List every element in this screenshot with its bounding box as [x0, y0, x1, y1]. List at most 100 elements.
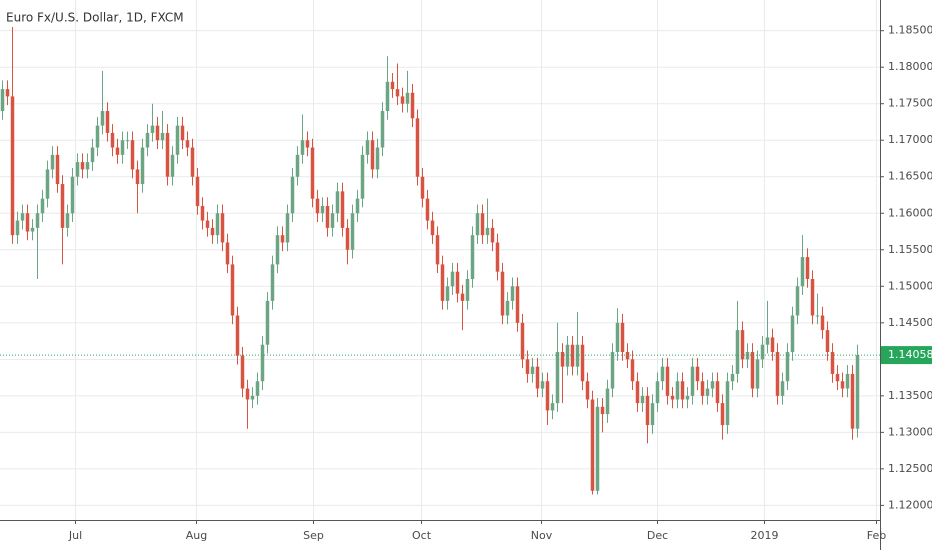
candle-body [125, 140, 130, 142]
candle-body [190, 147, 195, 177]
candle-body [560, 352, 565, 367]
candle-body [820, 315, 825, 331]
y-tick-label: 1.15000 [888, 279, 932, 292]
candle-body [790, 315, 795, 353]
candle-body [470, 235, 475, 279]
x-tick-label: Nov [531, 529, 553, 542]
candle-body [635, 381, 640, 404]
candle-body [300, 140, 305, 155]
candle-body [780, 381, 785, 396]
candle-body [460, 293, 465, 301]
candle-body [35, 213, 40, 228]
candle-body [425, 198, 430, 221]
candle-body [115, 147, 120, 155]
candle-body [675, 381, 680, 400]
y-tick-label: 1.15500 [888, 243, 932, 256]
candle-body [275, 235, 280, 265]
candle-body [95, 125, 100, 148]
candle-body [70, 176, 75, 214]
candle-body [285, 213, 290, 243]
y-tick-label: 1.14500 [888, 316, 932, 329]
candle-body [785, 352, 790, 382]
candle-body [740, 330, 745, 360]
candle-body [655, 381, 660, 404]
candle-body [705, 388, 710, 396]
chart-title: Euro Fx/U.S. Dollar, 1D, FXCM [6, 11, 184, 25]
candle-body [480, 213, 485, 236]
candle-body [385, 81, 390, 112]
candle-body [155, 125, 160, 141]
candle-body [205, 220, 210, 228]
y-tick-label: 1.17500 [888, 97, 932, 110]
candle-body [435, 235, 440, 265]
candle-body [50, 154, 55, 170]
candle-body [715, 381, 720, 404]
candle-body [310, 147, 315, 199]
candle-body [350, 213, 355, 250]
candle-body [670, 395, 675, 400]
candle-body [370, 140, 375, 170]
candle-body [355, 198, 360, 214]
candle-body [430, 220, 435, 236]
candle-body [585, 381, 590, 400]
candle-body [195, 176, 200, 206]
candle-body [55, 154, 60, 185]
candle-body [540, 381, 545, 389]
candle-body [830, 352, 835, 374]
candle-body [170, 154, 175, 177]
candle-body [185, 140, 190, 148]
candle-body [280, 235, 285, 243]
candle-body [340, 191, 345, 228]
x-tick-label: Oct [412, 529, 432, 542]
candles [0, 27, 880, 495]
y-tick-label: 1.13500 [888, 389, 932, 402]
candle-body [555, 352, 560, 404]
candle-body [30, 227, 35, 232]
candle-body [725, 381, 730, 426]
candle-body [135, 169, 140, 185]
candle-body [405, 92, 410, 104]
candle-body [845, 373, 850, 389]
y-tick-label: 1.18500 [888, 24, 932, 37]
candle-body [230, 264, 235, 316]
candle-body [265, 300, 270, 345]
candle-body [615, 322, 620, 353]
candle-body [565, 344, 570, 367]
candle-body [440, 264, 445, 301]
candle-body [640, 395, 645, 404]
candle-body [695, 366, 700, 382]
candle-body [220, 213, 225, 243]
candle-body [150, 125, 155, 133]
y-tick-label: 1.16000 [888, 206, 932, 219]
candle-body [315, 198, 320, 214]
candle-body [600, 406, 605, 415]
candle-body [630, 359, 635, 382]
candle-body [60, 184, 65, 228]
candle-body [665, 366, 670, 396]
candle-body [10, 96, 15, 236]
candle-body [335, 191, 340, 214]
candle-body [500, 271, 505, 316]
candle-body [200, 205, 205, 221]
candle-body [650, 403, 655, 426]
candle-body [325, 205, 330, 228]
candle-body [270, 264, 275, 301]
candle-body [575, 344, 580, 367]
candle-body [720, 403, 725, 426]
y-tick-label: 1.12000 [888, 498, 932, 511]
candle-body [510, 286, 515, 301]
candle-body [85, 162, 90, 170]
candle-body [760, 344, 765, 360]
candle-body [345, 227, 350, 250]
candle-body [390, 81, 395, 90]
candle-body [445, 286, 450, 301]
candle-body [805, 257, 810, 279]
candle-body [520, 322, 525, 360]
candle-body [75, 162, 80, 177]
y-tick-label: 1.17000 [888, 133, 932, 146]
candle-body [450, 271, 455, 287]
candle-body [250, 395, 255, 400]
candle-body [515, 286, 520, 323]
